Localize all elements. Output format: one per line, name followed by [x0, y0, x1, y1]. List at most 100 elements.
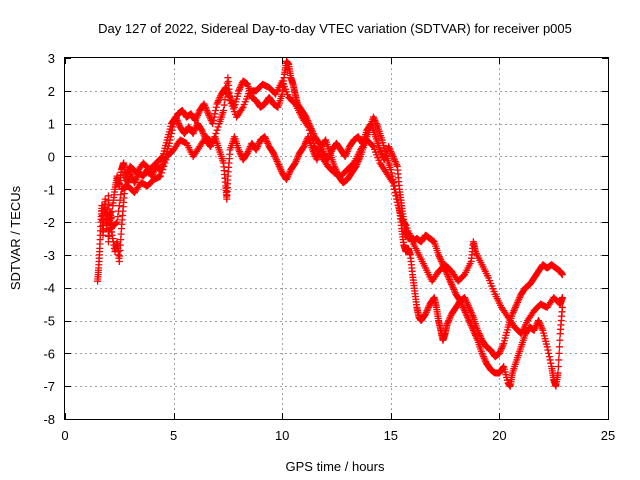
- x-tick-label: 10: [275, 428, 289, 443]
- data-point: [531, 325, 539, 333]
- data-point: [270, 149, 278, 157]
- y-axis-ticks: -8 -7 -6 -5 -4 -3 -2 -1 0 1 2 3: [43, 51, 608, 427]
- data-point: [456, 297, 464, 305]
- data-point: [449, 284, 457, 292]
- data-point: [213, 126, 221, 134]
- data-point: [472, 333, 480, 341]
- data-point: [245, 146, 253, 154]
- data-point: [515, 295, 523, 303]
- data-point: [543, 343, 551, 351]
- data-point: [479, 353, 487, 361]
- data-point: [342, 151, 350, 159]
- data-point: [158, 169, 166, 177]
- data-point: [194, 110, 202, 118]
- y-tick-label: -7: [43, 379, 55, 394]
- data-point: [458, 300, 466, 308]
- data-point: [514, 297, 522, 305]
- data-point: [306, 129, 314, 137]
- data-point: [510, 307, 518, 315]
- data-point: [461, 295, 469, 303]
- data-point: [535, 318, 543, 326]
- y-tick-label: 1: [48, 117, 55, 132]
- data-point: [131, 177, 139, 185]
- data-point: [235, 148, 243, 156]
- y-tick-label: -2: [43, 215, 55, 230]
- data-point: [300, 143, 308, 151]
- data-point: [547, 359, 555, 367]
- x-tick-label: 15: [384, 428, 398, 443]
- data-point: [451, 287, 459, 295]
- data-point: [389, 179, 397, 187]
- data-point: [209, 139, 217, 147]
- data-point: [220, 101, 228, 109]
- data-point: [472, 331, 480, 339]
- data-point: [271, 152, 279, 160]
- data-point: [173, 116, 181, 124]
- data-point: [221, 96, 229, 104]
- data-point: [373, 121, 381, 129]
- data-point: [473, 335, 481, 343]
- data-point: [201, 103, 209, 111]
- data-point: [199, 128, 207, 136]
- data-point: [555, 343, 563, 351]
- data-point: [499, 341, 507, 349]
- x-tick-label: 20: [492, 428, 506, 443]
- data-point: [545, 349, 553, 357]
- data-point: [172, 115, 180, 123]
- data-point: [275, 162, 283, 170]
- data-point: [390, 154, 398, 162]
- data-point: [343, 148, 351, 156]
- data-point: [435, 251, 443, 259]
- data-point: [480, 354, 488, 362]
- data-point: [272, 156, 280, 164]
- data-point: [423, 307, 431, 315]
- data-point: [117, 191, 125, 199]
- data-point: [368, 142, 376, 150]
- data-point: [467, 321, 475, 329]
- data-point: [462, 310, 470, 318]
- data-point: [555, 356, 563, 364]
- data-point: [390, 156, 398, 164]
- data-point: [309, 136, 317, 144]
- data-point: [445, 274, 453, 282]
- data-point: [464, 313, 472, 321]
- plot-frame: [64, 57, 609, 420]
- data-point: [174, 118, 182, 126]
- data-point: [512, 302, 520, 310]
- data-point: [254, 141, 262, 149]
- data-point: [214, 98, 222, 106]
- data-point: [222, 90, 230, 98]
- data-point: [292, 157, 300, 165]
- data-point: [236, 84, 244, 92]
- data-point: [261, 133, 269, 141]
- data-point: [149, 171, 157, 179]
- y-tick-label: -4: [43, 281, 55, 296]
- data-point: [445, 317, 453, 325]
- data-point: [212, 103, 220, 111]
- data-point: [443, 320, 451, 328]
- data-point: [203, 107, 211, 115]
- data-point: [444, 318, 452, 326]
- data-point: [262, 136, 270, 144]
- data-point: [443, 271, 451, 279]
- data-point: [508, 310, 516, 318]
- data-point: [437, 256, 445, 264]
- data-point: [132, 175, 140, 183]
- data-point: [537, 323, 545, 331]
- data-point: [370, 115, 378, 123]
- data-point: [285, 171, 293, 179]
- data-point: [461, 307, 469, 315]
- data-points: [94, 57, 566, 390]
- data-point: [159, 166, 167, 174]
- data-point: [235, 146, 243, 154]
- data-point: [204, 108, 212, 116]
- x-tick-label: 0: [61, 428, 68, 443]
- data-point: [478, 349, 486, 357]
- x-tick-label: 5: [170, 428, 177, 443]
- data-point: [124, 167, 132, 175]
- data-point: [469, 325, 477, 333]
- data-point: [509, 308, 517, 316]
- data-point: [270, 151, 278, 159]
- data-point: [204, 110, 212, 118]
- data-point: [530, 326, 538, 334]
